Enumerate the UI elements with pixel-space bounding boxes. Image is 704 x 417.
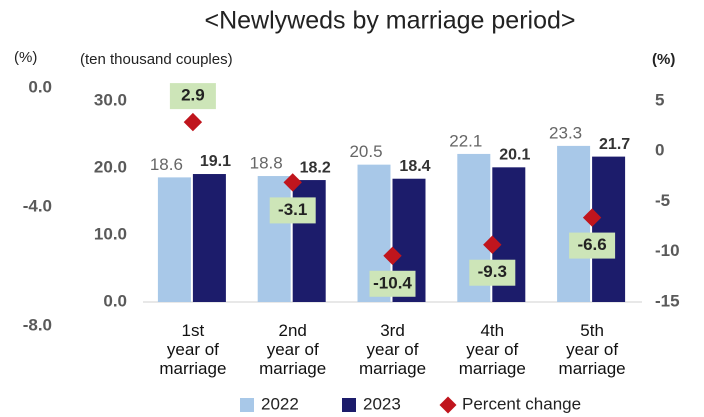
y2-axis-label: (%) [652,51,675,68]
bar [592,156,626,302]
value-label: -6.6 [577,235,606,254]
y2-tick-label: -15 [655,291,680,310]
value-label: 18.4 [399,158,430,175]
y-tick-label: 20.0 [94,157,127,176]
y-tick-label: 30.0 [94,90,127,109]
outer-axis-label: (%) [14,49,37,66]
value-label: 22.1 [449,131,482,150]
value-label: 23.3 [549,123,582,142]
legend-label: 2022 [261,394,299,413]
value-label: 18.6 [150,155,183,174]
value-label-box [569,232,616,259]
chart-title: <Newlyweds by marriage period> [204,7,575,35]
bar [257,176,291,302]
value-label-box [269,197,316,224]
bar [157,177,191,302]
x-tick-label: 1st year of marriage [159,321,226,378]
value-label: -9.3 [478,262,507,281]
value-label: 18.8 [250,154,283,173]
outer-tick-label: 0.0 [28,77,52,96]
value-label-box [469,259,516,286]
outer-tick-label: -8.0 [23,315,52,334]
y2-tick-label: -10 [655,241,680,260]
x-tick-label: 3rd year of marriage [359,321,426,378]
outer-tick-label: -4.0 [23,196,52,215]
value-label: 21.7 [599,136,630,153]
value-label: -3.1 [278,200,307,219]
value-label-box [369,270,416,297]
y2-tick-label: -5 [655,191,670,210]
value-label: 18.2 [300,159,331,176]
value-label: -10.4 [373,273,412,292]
legend-label: Percent change [462,394,581,413]
diamond [383,246,402,265]
x-tick-label: 2nd year of marriage [259,321,326,378]
diamond [283,173,302,192]
x-tick-label: 5th year of marriage [559,321,626,378]
y-tick-label: 10.0 [94,224,127,243]
y-axis-label: (ten thousand couples) [80,51,233,68]
y2-tick-label: 0 [655,141,664,160]
value-label: 20.5 [349,142,382,161]
x-tick-label: 4th year of marriage [459,321,526,378]
diamond [183,112,203,132]
bar [557,145,591,302]
legend-marker [342,398,356,412]
legend-label: 2023 [363,394,401,413]
value-label: 19.1 [200,153,231,170]
bar [192,174,226,302]
legend-marker [240,398,254,412]
value-label: 2.9 [181,86,205,105]
diamond [483,235,502,254]
value-label: 20.1 [499,147,530,164]
diamond [582,208,602,227]
y2-tick-label: 5 [655,90,664,109]
legend-marker [439,396,457,414]
y-tick-label: 0.0 [103,291,127,310]
value-label-box [169,83,216,110]
